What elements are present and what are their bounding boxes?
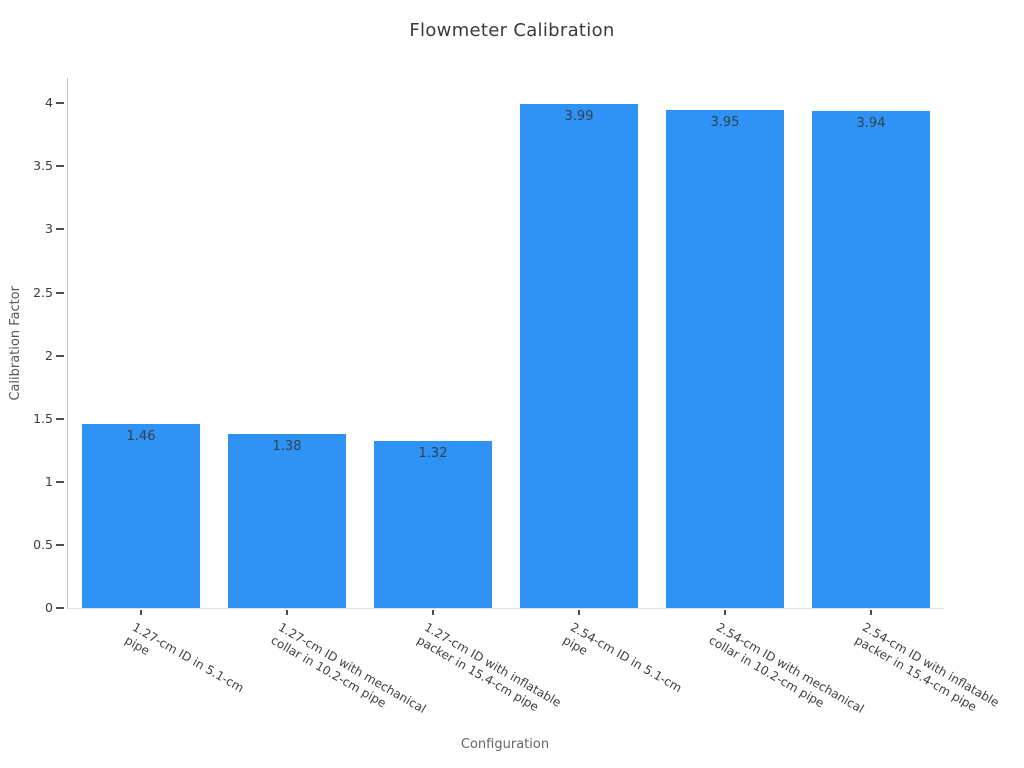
- x-axis-title: Configuration: [460, 737, 550, 752]
- y-tick-mark: [56, 543, 64, 546]
- y-tick-mark: [56, 102, 64, 105]
- y-tick-mark: [56, 165, 64, 168]
- bar: 3.94: [812, 111, 930, 608]
- y-tick-label: 0: [45, 600, 53, 615]
- y-tick-mark: [56, 228, 64, 231]
- chart-title: Flowmeter Calibration: [409, 20, 615, 41]
- y-tick-label: 3: [45, 221, 53, 237]
- bar-value-label: 1.46: [126, 429, 156, 444]
- bar-value-label: 3.94: [856, 116, 886, 131]
- x-tick-mark: [140, 610, 142, 615]
- x-tick-mark: [286, 610, 288, 615]
- y-axis-title: Calibration Factor: [7, 285, 23, 401]
- x-tick-mark: [870, 610, 872, 615]
- y-tick-mark: [56, 354, 64, 357]
- y-axis-title-wrap: Calibration Factor: [2, 78, 28, 608]
- x-tick-label-line: 2.54-cm ID with inflatable: [860, 620, 1002, 710]
- x-tick-label-line: 1.27-cm ID with inflatable: [422, 620, 564, 710]
- x-tick-label-line: 1.27-cm ID with mechanical: [276, 620, 429, 717]
- y-tick-mark: [56, 480, 64, 483]
- bar: 1.46: [82, 424, 200, 608]
- bar-value-label: 3.95: [710, 115, 740, 130]
- bar: 1.32: [374, 441, 492, 608]
- plot-area: 0 0.5 1 1.5 2 2.5 3 3.5 4 1.46 1.27-cm ID in 5.1-c…: [33, 78, 1001, 716]
- x-tick-label-line: 2.54-cm ID with mechanical: [714, 620, 867, 717]
- y-tick-label: 2.5: [33, 284, 53, 300]
- y-tick-label: 1.5: [33, 410, 53, 426]
- x-tick-label-text: 1.27-cm ID with inflatable packer in 15.4…: [414, 620, 564, 724]
- bar-value-label: 3.99: [564, 109, 594, 124]
- y-tick-label: 0.5: [33, 536, 53, 552]
- x-tick-label-line: collar in 10.2-cm pipe: [268, 632, 389, 711]
- x-tick-label-line: collar in 10.2-cm pipe: [706, 632, 827, 711]
- y-tick-mark: [56, 291, 64, 294]
- y-tick-label: 3.5: [33, 158, 53, 174]
- bar: 3.95: [666, 110, 784, 608]
- x-tick-label-text: 1.27-cm ID in 5.1-cm pipe: [122, 620, 247, 709]
- x-tick-label-text: 1.27-cm ID with mechanical collar in 10.2…: [268, 620, 429, 730]
- y-tick-label: 1: [45, 473, 53, 489]
- y-tick-mark: [56, 607, 64, 609]
- x-tick-label-line: packer in 15.4-cm pipe: [852, 632, 980, 715]
- bar-value-label: 1.38: [272, 439, 302, 454]
- y-tick-label: 2: [45, 347, 53, 363]
- x-tick-label-text: 2.54-cm ID with inflatable packer in 15.4…: [852, 620, 1002, 724]
- y-tick-label: 4: [45, 95, 53, 111]
- bar: 1.38: [228, 434, 346, 608]
- y-tick-mark: [56, 417, 64, 420]
- x-tick-label-line: packer in 15.4-cm pipe: [414, 632, 542, 715]
- x-tick-label-text: 2.54-cm ID in 5.1-cm pipe: [560, 620, 685, 709]
- x-tick-mark: [724, 610, 726, 615]
- x-tick-mark: [432, 610, 434, 615]
- bar: 3.99: [520, 104, 638, 608]
- bar-value-label: 1.32: [418, 446, 448, 461]
- x-tick-label-text: 2.54-cm ID with mechanical collar in 10.2…: [706, 620, 867, 730]
- x-tick-mark: [578, 610, 580, 615]
